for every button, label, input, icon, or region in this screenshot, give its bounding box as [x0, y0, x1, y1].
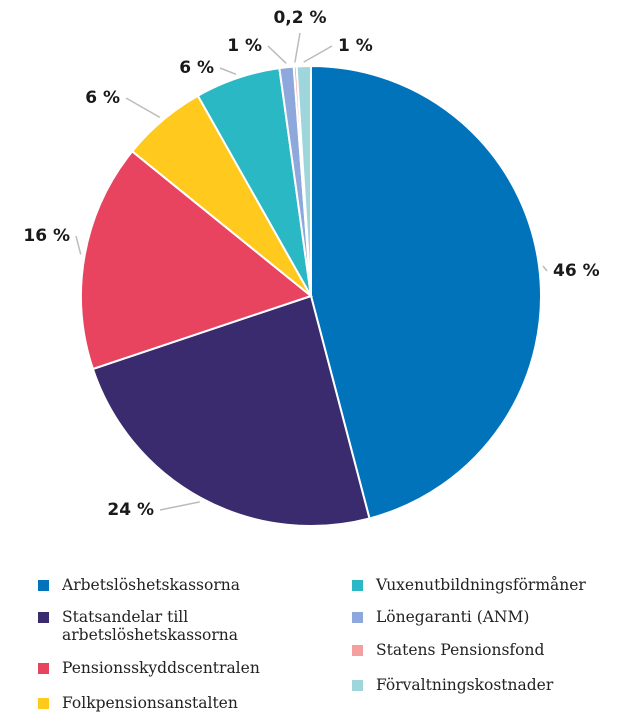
legend-label: Förvaltningskostnader: [376, 676, 554, 694]
leader-line: [303, 45, 333, 63]
leader-line: [219, 67, 237, 76]
pie-slice: [310, 64, 542, 520]
legend-swatch: [352, 612, 363, 623]
data-label: 1 %: [227, 36, 262, 56]
legend-item: Lönegaranti (ANM): [352, 608, 602, 626]
pie-slice: [80, 149, 314, 371]
data-label: 0,2 %: [273, 8, 326, 28]
data-label: 46 %: [553, 261, 600, 281]
legend-swatch: [352, 680, 363, 691]
leader-line: [75, 235, 82, 255]
data-label: 24 %: [107, 500, 154, 520]
legend-item: Arbetslöshetskassorna: [38, 576, 288, 594]
legend-label: Statens Pensionsfond: [376, 641, 545, 659]
legend-swatch: [38, 663, 49, 674]
legend-label: Folkpensionsanstalten: [62, 694, 238, 712]
legend-swatch: [38, 698, 49, 709]
legend-item: Folkpensionsanstalten: [38, 694, 288, 712]
legend-label: Pensionsskyddscentralen: [62, 659, 260, 677]
legend-swatch: [38, 580, 49, 591]
data-label: 1 %: [338, 36, 373, 56]
legend-label: Lönegaranti (ANM): [376, 608, 530, 626]
leader-line: [159, 501, 200, 511]
legend-label: Arbetslöshetskassorna: [62, 576, 240, 594]
data-label: 6 %: [179, 58, 214, 78]
leader-line: [542, 265, 548, 272]
legend-swatch: [352, 580, 363, 591]
legend-label: Statsandelar till arbetslöshetskassorna: [62, 608, 239, 644]
legend-item: Pensionsskyddscentralen: [38, 659, 288, 677]
legend-swatch: [352, 645, 363, 656]
data-label: 6 %: [85, 88, 120, 108]
legend-item: Vuxenutbildningsförmåner: [352, 576, 602, 594]
legend-label: Vuxenutbildningsförmåner: [376, 576, 586, 594]
legend-item: Förvaltningskostnader: [352, 676, 602, 694]
pie-slice: [295, 64, 312, 297]
legend-item: Statens Pensionsfond: [352, 641, 602, 659]
pie-slice: [91, 294, 371, 527]
leader-line: [267, 45, 287, 64]
leader-line: [125, 97, 161, 119]
chart: 46 % 24 % 16 % 6 % 6 % 1 % 0,2 % 1 %: [23, 8, 600, 527]
legend-item: Statsandelar till arbetslöshetskassorna: [38, 608, 288, 644]
leader-line: [294, 32, 301, 63]
data-label: 16 %: [23, 226, 70, 246]
legend-swatch: [38, 612, 49, 623]
